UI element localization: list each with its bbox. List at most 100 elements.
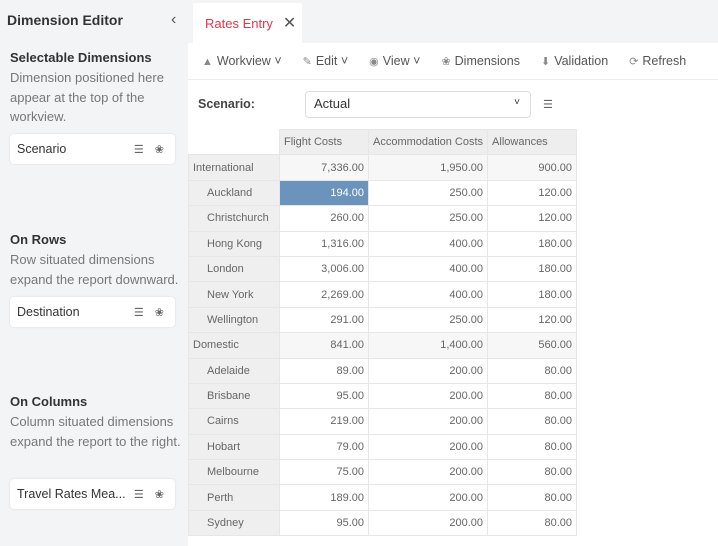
data-cell[interactable]: 120.00 — [487, 179, 578, 207]
data-cell[interactable]: 1,950.00 — [367, 154, 489, 181]
data-cell[interactable]: 120.00 — [487, 205, 578, 232]
close-icon[interactable]: ✕ — [282, 15, 297, 32]
leaf-icon[interactable]: ❀ — [154, 488, 164, 501]
data-cell[interactable]: 75.00 — [279, 459, 369, 486]
dimension-card-scenario[interactable]: Scenario ☰ ❀ — [10, 134, 175, 164]
row-header[interactable]: Domestic — [188, 332, 280, 359]
rows-desc: Row situated dimensions expand the repor… — [10, 252, 179, 287]
collapse-chevron-icon[interactable]: ‹ — [171, 11, 177, 28]
data-cell[interactable]: 200.00 — [367, 357, 489, 384]
data-cell[interactable]: 180.00 — [487, 230, 578, 257]
dimension-card-travel-rates[interactable]: Travel Rates Mea... ☰ ❀ — [10, 479, 175, 509]
column-header[interactable]: Accommodation Costs — [367, 128, 489, 156]
hierarchy-icon[interactable]: ☰ — [133, 488, 144, 501]
data-cell[interactable]: 250.00 — [367, 205, 489, 232]
data-cell[interactable]: 80.00 — [487, 382, 578, 410]
row-header[interactable]: Cairns — [188, 408, 280, 435]
row-header[interactable]: Wellington — [188, 306, 280, 334]
data-cell[interactable]: 200.00 — [367, 484, 489, 511]
data-cell[interactable]: 80.00 — [487, 357, 578, 384]
data-cell[interactable]: 80.00 — [487, 509, 578, 537]
data-cell[interactable]: 260.00 — [279, 205, 369, 232]
data-cell[interactable]: 900.00 — [487, 154, 578, 181]
workview-label: Workview — [216, 54, 271, 68]
data-cell[interactable]: 841.00 — [279, 332, 369, 359]
row-header[interactable]: Sydney — [188, 509, 280, 537]
data-cell[interactable]: 200.00 — [367, 408, 489, 435]
data-cell[interactable]: 2,269.00 — [279, 281, 369, 308]
row-header[interactable]: Brisbane — [188, 382, 280, 410]
column-header[interactable]: Allowances — [487, 128, 578, 156]
card-label: Travel Rates Mea... — [17, 487, 126, 501]
data-cell[interactable]: 200.00 — [367, 382, 489, 410]
columns-heading: On Columns — [10, 394, 88, 409]
data-cell[interactable]: 95.00 — [279, 509, 369, 537]
hierarchy-icon[interactable]: ☰ — [133, 143, 144, 156]
leaf-icon[interactable]: ❀ — [154, 306, 164, 319]
data-cell[interactable]: 180.00 — [487, 281, 578, 308]
table-row: Cairns 219.00 200.00 80.00 — [188, 408, 578, 435]
validation-button[interactable]: ⬇ Validation — [541, 54, 608, 68]
data-cell[interactable]: 189.00 — [279, 484, 369, 511]
columns-desc: Column situated dimensions expand the re… — [10, 414, 181, 449]
table-row: Christchurch 260.00 250.00 120.00 — [188, 205, 578, 232]
arrow-down-circle-icon: ⬇ — [540, 56, 551, 68]
row-header[interactable]: Perth — [188, 484, 280, 511]
data-cell[interactable]: 200.00 — [367, 509, 489, 537]
data-cell[interactable]: 560.00 — [487, 332, 578, 359]
selectable-heading: Selectable Dimensions — [10, 50, 152, 65]
row-header[interactable]: London — [188, 255, 280, 283]
data-cell[interactable]: 1,316.00 — [279, 230, 369, 257]
view-menu[interactable]: ◉ View ˅ — [369, 54, 421, 68]
data-cell[interactable]: 291.00 — [279, 306, 369, 334]
refresh-button[interactable]: ⟳ Refresh — [629, 54, 686, 68]
data-cell[interactable]: 120.00 — [487, 306, 578, 334]
data-cell[interactable]: 194.00 — [279, 179, 369, 207]
data-cell[interactable]: 400.00 — [367, 281, 489, 308]
row-header[interactable]: International — [188, 154, 280, 181]
data-cell[interactable]: 400.00 — [367, 230, 489, 257]
data-cell[interactable]: 1,400.00 — [367, 332, 489, 359]
row-header[interactable]: Melbourne — [188, 459, 280, 486]
table-row: Wellington 291.00 250.00 120.00 — [188, 306, 578, 334]
tab-rates-entry[interactable]: Rates Entry ✕ — [193, 3, 302, 43]
edit-menu[interactable]: ✎ Edit ˅ — [302, 54, 349, 68]
data-cell[interactable]: 180.00 — [487, 255, 578, 283]
selectable-desc: Dimension positioned here appear at the … — [10, 70, 164, 124]
data-cell[interactable]: 79.00 — [279, 433, 369, 461]
data-cell[interactable]: 250.00 — [367, 306, 489, 334]
data-cell[interactable]: 89.00 — [279, 357, 369, 384]
row-header[interactable]: New York — [188, 281, 280, 308]
column-header[interactable]: Flight Costs — [279, 128, 369, 156]
data-cell[interactable]: 80.00 — [487, 433, 578, 461]
data-cell[interactable]: 219.00 — [279, 408, 369, 435]
tab-label: Rates Entry — [205, 15, 273, 31]
leaf-icon: ❀ — [441, 56, 451, 68]
leaf-icon[interactable]: ❀ — [154, 143, 164, 156]
card-label: Scenario — [17, 142, 67, 156]
row-header[interactable]: Hobart — [188, 433, 280, 461]
data-cell[interactable]: 250.00 — [367, 179, 489, 207]
data-cell[interactable]: 3,006.00 — [279, 255, 369, 283]
data-cell[interactable]: 400.00 — [367, 255, 489, 283]
row-header[interactable]: Christchurch — [188, 205, 280, 232]
data-cell[interactable]: 7,336.00 — [279, 154, 369, 181]
data-cell[interactable]: 200.00 — [367, 433, 489, 461]
data-cell[interactable]: 80.00 — [487, 484, 578, 511]
table-row: Hobart 79.00 200.00 80.00 — [188, 433, 578, 461]
refresh-icon: ⟳ — [629, 56, 639, 68]
binoculars-icon: ◉ — [369, 56, 379, 68]
scenario-select[interactable]: Actual ˅ — [305, 91, 531, 118]
row-header[interactable]: Hong Kong — [188, 230, 280, 257]
data-cell[interactable]: 80.00 — [487, 408, 578, 435]
dimension-card-destination[interactable]: Destination ☰ ❀ — [10, 297, 175, 327]
dimensions-button[interactable]: ❀ Dimensions — [441, 54, 520, 68]
data-cell[interactable]: 80.00 — [487, 459, 578, 486]
hierarchy-icon[interactable]: ☰ — [543, 99, 553, 111]
row-header[interactable]: Adelaide — [188, 357, 280, 384]
hierarchy-icon[interactable]: ☰ — [133, 306, 144, 319]
data-cell[interactable]: 95.00 — [279, 382, 369, 410]
workview-menu[interactable]: ▲ Workview ˅ — [202, 54, 282, 68]
data-cell[interactable]: 200.00 — [367, 459, 489, 486]
row-header[interactable]: Auckland — [188, 179, 280, 207]
